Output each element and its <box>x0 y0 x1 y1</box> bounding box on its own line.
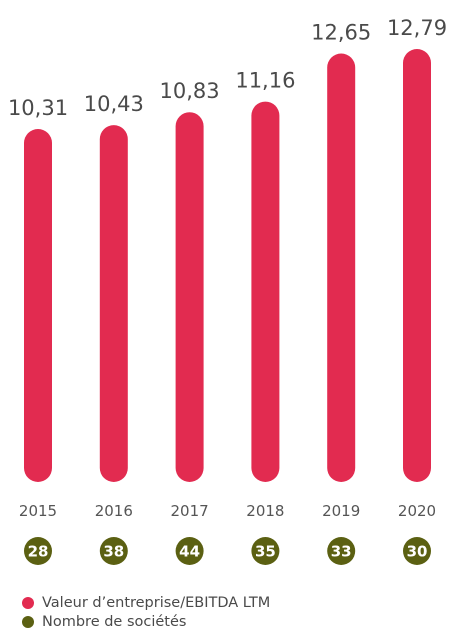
legend-label-ev-ebitda: Valeur d’entreprise/EBITDA LTM <box>42 594 271 611</box>
count-label-2019: 33 <box>331 543 352 561</box>
bar-2020 <box>403 49 431 482</box>
value-label-2019: 12,65 <box>311 21 371 45</box>
count-badge-2018 <box>251 537 280 565</box>
bar-2017 <box>175 112 204 483</box>
bar-2019 <box>327 53 356 483</box>
year-label-2020: 2020 <box>398 502 436 520</box>
count-label-2020: 30 <box>407 543 428 561</box>
value-label-2015: 10,31 <box>8 96 68 120</box>
year-label-2017: 2017 <box>171 502 209 520</box>
legend-swatch-ev-ebitda <box>22 596 34 609</box>
year-label-2019: 2019 <box>322 502 360 520</box>
count-badge-2016 <box>99 537 128 565</box>
legend-swatch-company-count <box>22 615 34 628</box>
value-label-2017: 10,83 <box>160 79 220 103</box>
value-label-2018: 11,16 <box>235 69 295 93</box>
legend-label-company-count: Nombre de sociétés <box>42 613 187 630</box>
legend-item-company-count: Nombre de sociétés <box>22 612 270 631</box>
bar-2015 <box>24 129 52 482</box>
bar-2016 <box>99 125 128 483</box>
year-label-2015: 2015 <box>19 502 57 520</box>
count-badge-2015 <box>24 537 52 565</box>
legend-item-ev-ebitda: Valeur d’entreprise/EBITDA LTM <box>22 593 270 612</box>
count-badge-2019 <box>327 537 356 565</box>
count-label-2018: 35 <box>255 543 276 561</box>
count-label-2015: 28 <box>28 543 49 561</box>
year-label-2016: 2016 <box>95 502 133 520</box>
count-label-2017: 44 <box>179 543 200 561</box>
year-label-2018: 2018 <box>246 502 284 520</box>
bar-2018 <box>251 101 280 483</box>
count-badge-2020 <box>403 537 431 565</box>
value-label-2016: 10,43 <box>84 92 144 116</box>
count-label-2016: 38 <box>103 543 124 561</box>
value-label-2020: 12,79 <box>387 16 447 40</box>
legend: Valeur d’entreprise/EBITDA LTM Nombre de… <box>22 593 270 631</box>
count-badge-2017 <box>175 537 204 565</box>
